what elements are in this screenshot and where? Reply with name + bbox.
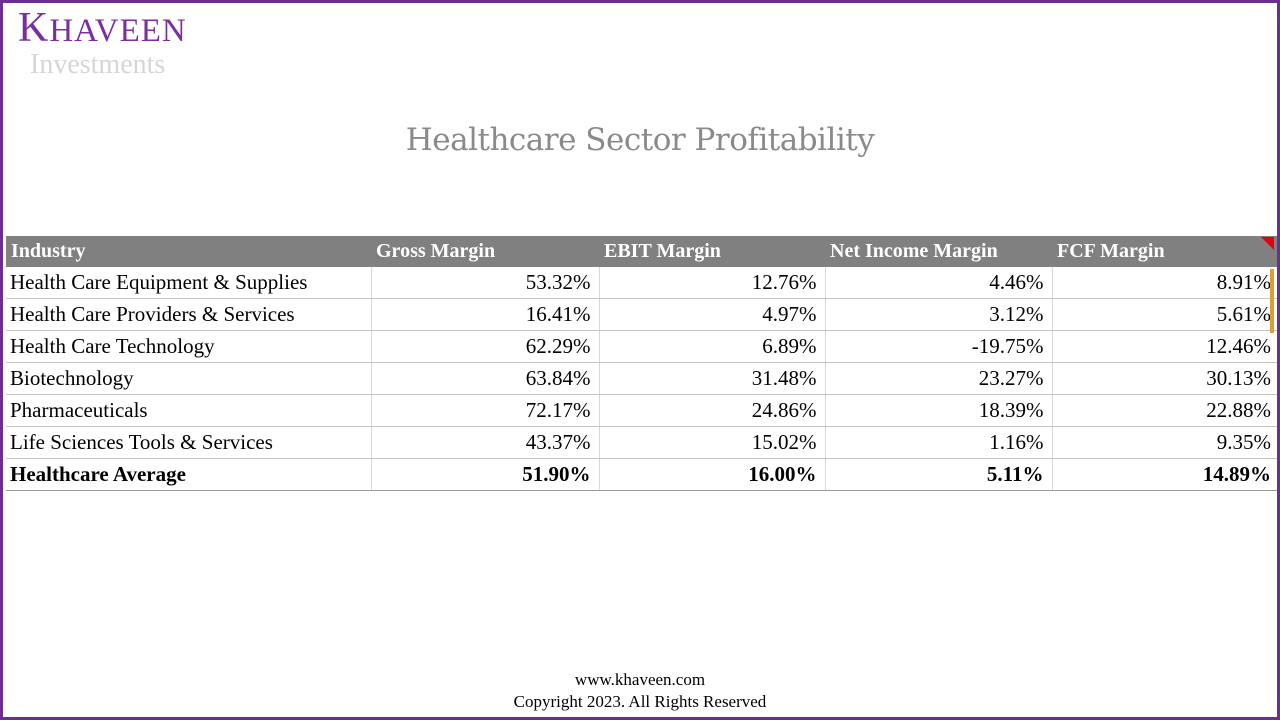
profitability-table: Industry Gross Margin EBIT Margin Net In… (6, 236, 1277, 491)
value-cell: 18.39% (825, 394, 1053, 427)
footer-website: www.khaveen.com (574, 670, 706, 689)
industry-cell: Health Care Technology (6, 330, 372, 363)
value-cell: 12.46% (1052, 330, 1277, 363)
value-cell: 72.17% (371, 394, 600, 427)
value-cell: 4.97% (599, 298, 826, 331)
logo-rest: HAVEEN (49, 13, 187, 49)
value-cell: -19.75% (825, 330, 1053, 363)
table-row: Life Sciences Tools & Services 43.37% 15… (6, 426, 1277, 459)
value-cell: 15.02% (599, 426, 826, 459)
value-cell: 62.29% (371, 330, 600, 363)
value-cell: 16.41% (371, 298, 600, 331)
value-cell: 4.46% (825, 267, 1053, 299)
value-cell: 8.91% (1052, 267, 1277, 299)
table-row: Health Care Technology 62.29% 6.89% -19.… (6, 330, 1277, 363)
logo-wordmark: KHAVEEN (18, 7, 187, 49)
logo-initial: K (18, 5, 50, 51)
value-cell: 12.76% (599, 267, 826, 299)
table-row: Health Care Providers & Services 16.41% … (6, 298, 1277, 331)
table-row: Biotechnology 63.84% 31.48% 23.27% 30.13… (6, 362, 1277, 395)
industry-cell: Health Care Providers & Services (6, 298, 372, 331)
khaveen-logo: KHAVEEN Investments (18, 7, 187, 79)
header-cell-industry: Industry (6, 236, 371, 267)
industry-cell: Pharmaceuticals (6, 394, 372, 427)
value-cell: 14.89% (1052, 458, 1277, 491)
value-cell: 63.84% (371, 362, 600, 395)
value-cell: 3.12% (825, 298, 1053, 331)
value-cell: 31.48% (599, 362, 826, 395)
highlight-strip (1270, 269, 1274, 333)
comment-flag-icon (1261, 237, 1274, 250)
value-cell: 5.11% (825, 458, 1053, 491)
logo-subtitle: Investments (30, 49, 166, 80)
value-cell: 5.61% (1052, 298, 1277, 331)
value-cell: 22.88% (1052, 394, 1277, 427)
industry-cell: Healthcare Average (6, 458, 372, 491)
table-header-row: Industry Gross Margin EBIT Margin Net In… (6, 236, 1277, 267)
table-row: Health Care Equipment & Supplies 53.32% … (6, 267, 1277, 299)
value-cell: 30.13% (1052, 362, 1277, 395)
footer: www.khaveen.com Copyright 2023. All Righ… (3, 669, 1277, 713)
value-cell: 24.86% (599, 394, 826, 427)
industry-cell: Biotechnology (6, 362, 372, 395)
value-cell: 1.16% (825, 426, 1053, 459)
value-cell: 6.89% (599, 330, 826, 363)
page-title: Healthcare Sector Profitability (405, 122, 875, 158)
value-cell: 53.32% (371, 267, 600, 299)
table-row: Pharmaceuticals 72.17% 24.86% 18.39% 22.… (6, 394, 1277, 427)
industry-cell: Life Sciences Tools & Services (6, 426, 372, 459)
value-cell: 16.00% (599, 458, 826, 491)
footer-copyright: Copyright 2023. All Rights Reserved (513, 692, 767, 711)
value-cell: 43.37% (371, 426, 600, 459)
header-cell-gross-margin: Gross Margin (371, 236, 599, 267)
value-cell: 9.35% (1052, 426, 1277, 459)
value-cell: 51.90% (371, 458, 600, 491)
header-cell-ebit-margin: EBIT Margin (599, 236, 825, 267)
header-cell-fcf-margin: FCF Margin (1052, 236, 1277, 267)
industry-cell: Health Care Equipment & Supplies (6, 267, 372, 299)
value-cell: 23.27% (825, 362, 1053, 395)
header-cell-net-income-margin: Net Income Margin (825, 236, 1052, 267)
table-row-average: Healthcare Average 51.90% 16.00% 5.11% 1… (6, 458, 1277, 491)
